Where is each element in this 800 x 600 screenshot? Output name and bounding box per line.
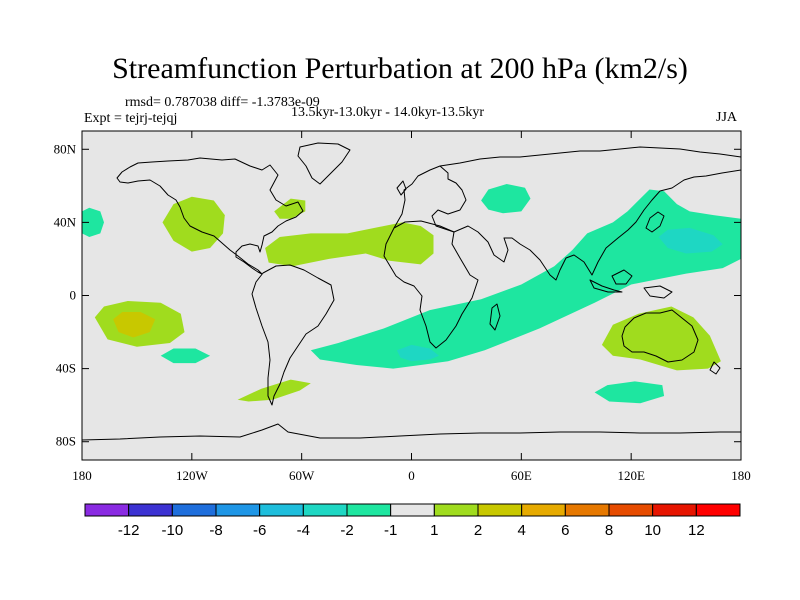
colorbar-swatch — [477, 503, 523, 517]
anomaly-south-indian-core-negative — [396, 344, 439, 362]
colorbar-swatch — [695, 503, 741, 517]
anomaly-south-america-positive — [237, 379, 311, 402]
lat-tick-label: 40S — [56, 361, 76, 376]
colorbar-label: 1 — [430, 522, 438, 539]
colorbar-swatch — [346, 503, 392, 517]
lat-tick-label: 40N — [54, 214, 77, 229]
anomaly-west-pacific-core-negative — [658, 227, 723, 254]
lon-tick-label: 120E — [617, 468, 645, 483]
colorbar-label: -1 — [384, 522, 397, 539]
lon-tick-label: 180 — [731, 468, 751, 483]
colorbar-label: 12 — [688, 522, 705, 539]
colorbar-label: -8 — [209, 522, 222, 539]
anomaly-north-asia-negative — [481, 184, 531, 214]
lon-tick-label: 60W — [289, 468, 315, 483]
colorbar-label: 6 — [561, 522, 569, 539]
lon-tick-label: 60E — [511, 468, 532, 483]
colorbar-swatch — [302, 503, 348, 517]
colorbar-label: -10 — [161, 522, 183, 539]
colorbar-label: -4 — [297, 522, 310, 539]
season-label: JJA — [716, 110, 738, 125]
lon-tick-label: 0 — [408, 468, 415, 483]
colorbar-swatch — [215, 503, 261, 517]
anomaly-north-america-positive — [162, 196, 225, 252]
colorbar-label: 2 — [474, 522, 482, 539]
anomaly-newfoundland-positive — [274, 198, 306, 219]
map-title: Streamfunction Perturbation at 200 hPa (… — [112, 52, 688, 85]
colorbar-swatch — [84, 503, 130, 517]
colorbar-swatch — [128, 503, 173, 517]
lat-tick-label: 80N — [54, 141, 77, 156]
anomaly-southern-ocean-negative — [594, 381, 665, 404]
colorbar-swatch — [171, 503, 217, 517]
experiment-label: Expt = tejrj-tejqj — [84, 111, 178, 126]
map-background — [82, 131, 741, 460]
colorbar-swatch — [521, 503, 566, 517]
colorbar-swatch — [564, 503, 610, 517]
anomaly-south-pacific-minor-negative — [160, 348, 211, 364]
lat-tick-label: 0 — [70, 288, 77, 303]
stats-line: rmsd= 0.787038 diff= -1.3783e-09 — [125, 95, 320, 110]
lon-tick-label: 120W — [176, 468, 209, 483]
colorbar-label: 8 — [605, 522, 613, 539]
lon-tick-label: 180 — [72, 468, 92, 483]
anomaly-south-pacific-core-positive — [113, 312, 156, 338]
colorbar-label: 10 — [644, 522, 661, 539]
colorbar-label: -12 — [118, 522, 140, 539]
colorbar-swatch — [259, 503, 304, 517]
colorbar: -12 -10 -8 -6 -4 -2 -1 1 2 4 6 8 10 12 — [84, 503, 741, 539]
colorbar-swatch — [608, 503, 654, 517]
colorbar-label: 4 — [517, 522, 525, 539]
lat-tick-label: 80S — [56, 434, 76, 449]
colorbar-swatch — [433, 503, 479, 517]
anomaly-east-pacific-negative — [82, 207, 104, 237]
colorbar-swatch — [390, 503, 435, 517]
map-axes: 180 120W 60W 0 60E 120E 180 80N 40N 0 40S 80S — [54, 131, 751, 483]
colorbar-label: -2 — [340, 522, 353, 539]
period-label: 13.5kyr-13.0kyr - 14.0kyr-13.5kyr — [291, 105, 485, 120]
coastlines — [82, 142, 741, 441]
anomaly-east-asia-pacific-negative — [310, 189, 741, 369]
colorbar-label: -6 — [253, 522, 266, 539]
colorbar-swatch — [652, 503, 697, 517]
